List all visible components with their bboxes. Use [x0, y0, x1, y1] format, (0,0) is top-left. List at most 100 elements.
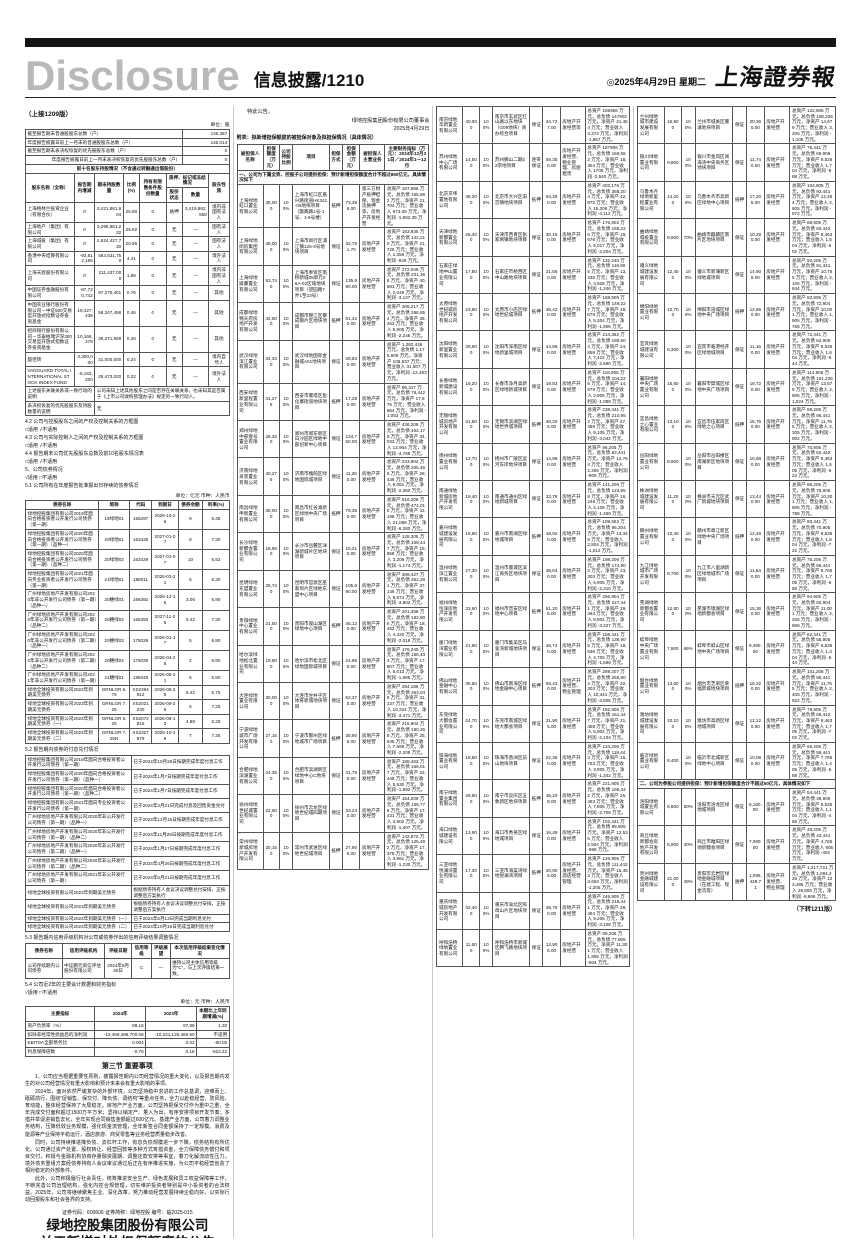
cell: 海口市秀英区绿地城项目: [492, 816, 530, 856]
paragraph: □适用 √不适用: [25, 427, 58, 434]
cell: 保证: [528, 330, 544, 369]
cell: 福州绿地恒泽房地产开发有限公司: [436, 592, 464, 631]
cell: 146,014: [181, 137, 230, 148]
cell: 100%: [478, 255, 494, 295]
cell: 嘉兴绿地城建设发展有限公司: [436, 517, 464, 556]
cell: 0.22: [122, 366, 141, 388]
cell: -10,221,125,469.60: [145, 1029, 198, 1040]
table-row: 武汉绿地滨江置业有限公司 34,340 100% 武汉绿地国际金融城A01地块项目 保证…: [236, 339, 430, 384]
header-cell: 到期日: [151, 499, 179, 510]
cell: 南京绿地华新置业有限公司: [436, 106, 464, 145]
cell: 32,400: [462, 891, 480, 930]
masthead-rule: [25, 97, 836, 98]
cell: 保证: [732, 704, 747, 743]
table-row: 北京京纬置地有限公司 38,200 100% 北京市大兴区旧宫镇地块项目 抵押 64,28…: [436, 180, 631, 220]
cell: 10,166,278: [73, 325, 96, 353]
cell: 房地产开发经营: [359, 494, 386, 534]
cell: 房地产开发经营: [559, 218, 586, 257]
cell: 绿地控股集团有限公司2021年面向专业投资者公开发行公司债券（第一期）: [25, 569, 100, 591]
cell: 珠海市香洲区前山地块项目: [492, 741, 530, 781]
cell: 100%: [478, 517, 494, 556]
cell: 国有法人: [208, 221, 230, 238]
cell: 截至报告期末普通股股东总数（户）: [25, 129, 183, 139]
cell: 0: [73, 221, 96, 238]
cell: 房地产开发经营: [763, 293, 791, 332]
cell: 12,700: [462, 442, 480, 482]
table-row: 遵义绿地城建设发展有限公司 12,400 100% 遵义市新蒲新区绿地城项目 保证 14,…: [637, 255, 836, 295]
cell: 赣州市章江新区绿地中央广场项目: [694, 517, 734, 556]
guarantee-table-part3: 兰州绿地城市建设发展有限公司 16,900 100% 兰州市城关区雁滩地块项目 保证 20…: [637, 106, 836, 902]
header-cell: 项目: [292, 143, 330, 171]
table-row: 佛山绿地金融中心有限公司 36,800 100% 佛山市南海区绿地金融中心项目 抵押 58…: [436, 667, 631, 706]
cell: 64,280.00: [542, 180, 561, 220]
cell: 30,000: [262, 681, 280, 721]
cell: 100%: [680, 442, 696, 482]
cell: 总资产 114,905 万元，总负债 101,226 万元，净资产 13,679…: [789, 367, 836, 407]
payment-heading-text: 5.2 报告期内债券的付息兑付情况: [25, 746, 99, 753]
cell: 24,350: [262, 756, 280, 796]
cell: XS2294912: [128, 684, 153, 701]
cell: VANGUARD TOTAL INTERNATIONAL STOCK INDEX…: [25, 366, 75, 388]
cell: 5: [177, 699, 204, 715]
table-row: 绿地控股集团有限公司2019年面向合格投资者公开发行公司债券（第一期） 已于202…: [25, 754, 230, 771]
cell: 一、公司为下属全资、控股子公司提供担保：预计新增担保额度合计不超过850亿元，具…: [236, 169, 430, 186]
cell: —: [151, 957, 171, 979]
cell: 28,473,020: [94, 366, 124, 388]
cell: 商丘市睢阳区绿地新都会项目: [694, 825, 734, 864]
cell: 总资产 86,206 万元，总负债 75,905 万元，净资产 10,301 万…: [789, 480, 836, 519]
cell: 100%: [680, 405, 696, 444]
cell: 100%: [478, 293, 494, 332]
cell: 遵义绿地城建设发展有限公司: [637, 255, 665, 295]
cell: 25.82: [122, 221, 141, 238]
cell: 2026-06-13: [151, 713, 179, 730]
cell: 35,420.00: [542, 293, 561, 332]
cell: 17,300: [462, 854, 480, 893]
cell: 16,900: [663, 106, 682, 145]
cell: 0: [139, 285, 167, 301]
cell: 宜宾市临港经开区绿地城项目: [694, 330, 734, 369]
cell: 海口绿地城建设有限公司: [436, 816, 464, 856]
cell: 保证: [732, 629, 747, 669]
table-row: 成都绿地锦天府房地产开发有限公司 42,500 100% 成都市锦江区攀成钢片区地块项…: [236, 302, 430, 341]
cell: 蚌埠市蚌山区绿地中央广场项目: [694, 629, 734, 669]
cell: 1,095,428.71: [745, 862, 765, 902]
cell: 27,905.00: [342, 831, 361, 870]
cell: 天津绿地新都置业有限公司: [436, 218, 464, 257]
table-row: 九江绿地城市广场开发有限公司 9,700 100% 九江市八里湖新区绿地城市广场项目保…: [637, 554, 836, 594]
table-row: 绿地控股集团有限公司2020年面向合格投资者公开发行公司债券（第一期）（品种一）…: [25, 769, 230, 785]
cell: 天津市西青区张家窝镇地块项目: [492, 218, 530, 257]
cell: 2026-10-26: [151, 508, 179, 530]
cell: 8,160.00: [745, 788, 765, 827]
cell: 无锡绿地城房地产开发有限公司: [436, 405, 464, 444]
cell: 宜宾绿地城建设有限公司: [637, 330, 665, 369]
cell: 保证: [528, 704, 544, 743]
cell: 6.30: [202, 569, 230, 591]
guarantee-table-part1: 被担保人名称 担保额度（万元） 公司持股比例 项目 担保方式 担保金额（万元） 被担保人主营…: [236, 143, 430, 870]
cell: XS2021230: [128, 699, 153, 715]
cell: 12,860.00: [745, 293, 765, 332]
cell: 总资产 68,905 万元，总负债 60,442 万元，净资产 8,463 万元…: [789, 218, 836, 257]
unit-fin-label: 单位：元 币种：人民币: [180, 1000, 230, 1006]
cell: 上海天宸股份有限公司: [25, 265, 75, 287]
table-row: 南京绿地华新置业有限公司 40,000 100% 南京市玄武区红山路以东地块（G09地…: [436, 106, 631, 145]
cell: XS2327879: [128, 728, 153, 744]
cell: 济南绿地泉景置业有限公司: [236, 457, 264, 496]
cell: 保证: [528, 218, 544, 257]
cell: 79,350.00: [342, 494, 361, 534]
table-row: 天津绿地新都置业有限公司 26,400 100% 天津市西青区张家窝镇地块项目 保证 30…: [436, 218, 631, 257]
cell: 31,000,000: [94, 351, 124, 368]
table-row: 襄阳绿地中央广场置业有限公司 15,600 100% 襄阳市樊城区绿地中央广场项目 保证…: [637, 367, 836, 407]
table-row: 截至报告期末表决权恢复的优先股股东总数（户） 0: [25, 146, 230, 157]
cell: 33,600: [462, 592, 480, 631]
cell: 49%: [680, 862, 696, 902]
cell: 100%: [680, 704, 696, 743]
cell: 2,624,427,730: [94, 236, 124, 252]
cell: 赣州绿地置业有限公司: [637, 517, 665, 556]
cell: 100%: [680, 106, 696, 145]
cell: 乌鲁木齐市高新区绿地中心项目: [694, 180, 734, 220]
cell: 100%: [478, 405, 494, 444]
cell: 10,700: [663, 293, 682, 332]
chapter3-title: 第三节 重要事项: [101, 1062, 153, 1070]
cell: 40,275: [262, 457, 280, 496]
cell: 38,200: [462, 180, 480, 220]
